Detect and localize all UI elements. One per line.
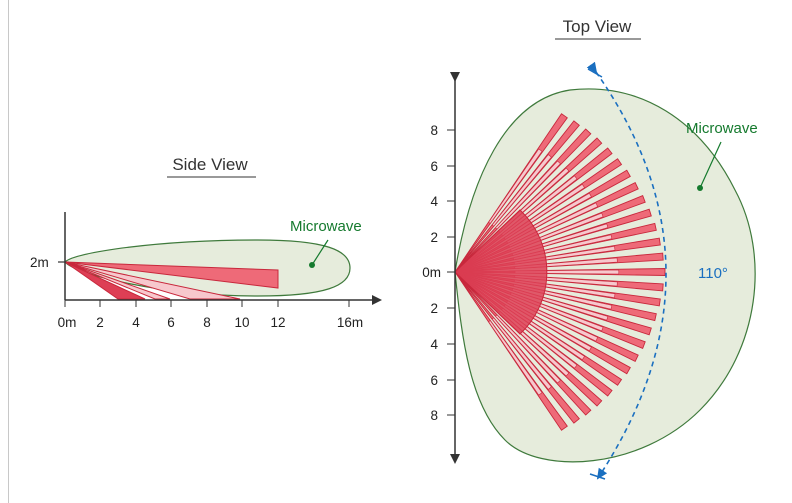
top-microwave-leader [699, 141, 722, 189]
top-beam-inner [491, 317, 552, 390]
side-x-tick-label: 0m [58, 315, 77, 330]
side-microwave-leader [311, 239, 329, 266]
top-beam-inner [491, 154, 552, 227]
side-x-tick-label: 10 [234, 315, 249, 330]
side-x-tick-label: 8 [203, 315, 211, 330]
side-x-tick-label: 12 [270, 315, 285, 330]
top-y-tick-label: 6 [430, 159, 438, 174]
side-microwave-label: Microwave [290, 218, 362, 235]
top-y-tick-label: 8 [430, 123, 438, 138]
top-y-tick-label: 0m [422, 265, 441, 280]
top-view-title: Top View [563, 17, 632, 36]
angle-arc-cap-top [587, 68, 603, 78]
side-beam-long [64, 261, 279, 289]
side-x-tick-label: 6 [167, 315, 175, 330]
side-y-label: 2m [30, 255, 49, 270]
angle-label: 110° [698, 265, 728, 282]
top-center-sector [454, 209, 548, 335]
top-y-tick-label: 8 [430, 408, 438, 423]
side-beam-short [64, 261, 146, 300]
top-view: Top View 8 6 4 2 0m 2 [422, 17, 758, 480]
angle-arc [586, 61, 667, 480]
top-beam-inner [488, 148, 543, 224]
top-beam-inner [488, 320, 543, 396]
side-beam-mid-light [64, 261, 241, 300]
top-microwave-dot [697, 185, 703, 191]
left-border-line [8, 0, 9, 503]
top-y-tick-label: 2 [430, 301, 438, 316]
top-y-tick-label: 6 [430, 373, 438, 388]
top-y-tick-label: 4 [430, 337, 438, 352]
top-microwave-label: Microwave [686, 120, 758, 137]
side-x-tick-label: 4 [132, 315, 140, 330]
top-y-tick-label: 4 [430, 194, 438, 209]
side-beam-mid-inner [64, 261, 171, 300]
side-view-title: Side View [172, 155, 248, 174]
side-microwave-dot [309, 262, 315, 268]
side-x-tick-label: 2 [96, 315, 104, 330]
top-y-tick-label: 2 [430, 230, 438, 245]
side-view: Side View 2m 0m 2 4 [30, 155, 382, 330]
top-beam-inner [495, 160, 561, 230]
side-x-tick-label: 16m [337, 315, 363, 330]
top-beam-inner [495, 314, 561, 384]
angle-arc-cap-bottom [589, 473, 606, 480]
